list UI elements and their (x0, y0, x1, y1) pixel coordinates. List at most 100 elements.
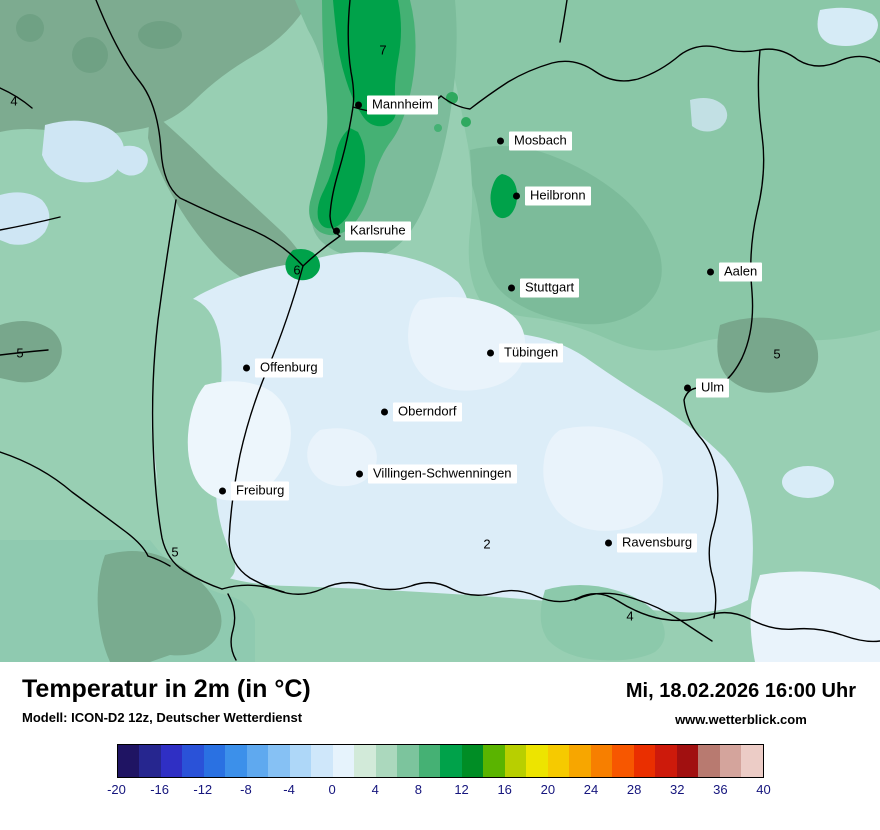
city-layer: Mannheim Mosbach Heilbronn Karlsruhe Aalen St… (219, 95, 763, 553)
city-marker: Aalen (707, 262, 763, 282)
colorbar-tick: 20 (540, 782, 556, 797)
colorbar-tick: 36 (713, 782, 728, 797)
colorbar-segment (612, 745, 634, 777)
city-label: Aalen (719, 262, 763, 282)
city-marker: Oberndorf (381, 402, 462, 422)
temperature-value-label: 5 (16, 345, 24, 361)
city-marker: Ravensburg (605, 533, 698, 553)
colorbar-tick: 0 (328, 782, 336, 797)
temperature-scale: -20 -16 -12 -8 -4 0 4 8 12 16 20 24 28 32 36 40 (107, 744, 771, 802)
colorbar-tick: -16 (150, 782, 170, 797)
colorbar-segment (698, 745, 720, 777)
colorbar-tick: -8 (240, 782, 252, 797)
page-title: Temperatur in 2m (in °C) (22, 675, 311, 703)
city-dot (381, 408, 388, 416)
model-info: Modell: ICON-D2 12z, Deutscher Wetterdie… (22, 710, 303, 725)
colorbar-segment (160, 745, 182, 777)
colorbar-segment (246, 745, 268, 777)
colorbar-segment (719, 745, 741, 777)
city-label: Freiburg (231, 481, 290, 501)
city-marker: Villingen-Schwenningen (356, 464, 517, 484)
city-label: Ulm (696, 378, 730, 398)
forecast-datetime: Mi, 18.02.2026 16:00 Uhr (625, 680, 856, 702)
colorbar-segment (397, 745, 419, 777)
colorbar-segment (590, 745, 612, 777)
footer: Temperatur in 2m (in °C) Modell: ICON-D2… (0, 662, 880, 830)
colorbar-segment (741, 745, 763, 777)
city-marker: Karlsruhe (333, 221, 411, 241)
colorbar-segments (116, 744, 764, 778)
weather-map: 7 4 6 5 5 5 2 4 Mannheim Mosbach Heilbronn Karlsru… (0, 0, 880, 662)
temperature-value-label: 4 (626, 608, 634, 624)
colorbar-tick: -20 (107, 782, 126, 797)
colorbar-segment (504, 745, 526, 777)
colorbar-segment (203, 745, 225, 777)
city-marker: Tübingen (487, 343, 564, 363)
city-label: Ravensburg (617, 533, 698, 553)
city-label: Heilbronn (525, 186, 591, 206)
city-dot (497, 137, 504, 145)
footer-left: Temperatur in 2m (in °C) Modell: ICON-D2… (22, 674, 311, 725)
city-dot (707, 268, 714, 276)
colorbar-segment (354, 745, 376, 777)
colorbar-tick: 28 (626, 782, 642, 797)
borders-layer (0, 0, 880, 661)
city-marker: Ulm (684, 378, 730, 398)
colorbar-segment (547, 745, 569, 777)
colorbar-tick-labels: -20 -16 -12 -8 -4 0 4 8 12 16 20 24 28 32 36 40 (107, 782, 771, 802)
colorbar-segment (375, 745, 397, 777)
colorbar-segment (526, 745, 548, 777)
city-dot (684, 384, 691, 392)
colorbar-tick: 32 (669, 782, 685, 797)
colorbar-segment (289, 745, 311, 777)
colorbar-segment (311, 745, 333, 777)
colorbar-segment (569, 745, 591, 777)
city-label: Villingen-Schwenningen (368, 464, 517, 484)
colorbar-tick: 16 (497, 782, 512, 797)
temperature-value-label: 7 (379, 42, 387, 58)
colorbar-segment (139, 745, 161, 777)
city-label: Stuttgart (520, 278, 580, 298)
terrain-layer (0, 0, 880, 662)
colorbar-segment (633, 745, 655, 777)
colorbar-segment (332, 745, 354, 777)
city-marker: Freiburg (219, 481, 290, 501)
temperature-value-label: 2 (483, 536, 491, 552)
colorbar-segment (117, 745, 139, 777)
colorbar-tick: 8 (414, 782, 423, 797)
colorbar-tick: -12 (193, 782, 213, 797)
city-dot (355, 101, 362, 109)
city-dot (356, 470, 363, 478)
colorbar-segment (676, 745, 698, 777)
colorbar-tick: 40 (756, 782, 771, 797)
city-label: Tübingen (499, 343, 564, 363)
footer-header: Temperatur in 2m (in °C) Modell: ICON-D2… (0, 662, 880, 727)
city-label: Mosbach (509, 131, 572, 151)
temperature-value-label: 5 (171, 544, 179, 560)
map-image (0, 0, 880, 662)
temperature-value-label: 4 (10, 93, 18, 109)
colorbar-segment (418, 745, 440, 777)
colorbar-segment (182, 745, 204, 777)
colorbar-segment (483, 745, 505, 777)
colorbar-tick: 4 (371, 782, 379, 797)
temp-number-layer: 7 4 6 5 5 5 2 4 (10, 42, 780, 624)
colorbar-segment (268, 745, 290, 777)
colorbar-segment (440, 745, 462, 777)
colorbar-segment (225, 745, 247, 777)
city-dot (513, 192, 520, 200)
footer-right: Mi, 18.02.2026 16:00 Uhr www.wetterblick… (626, 679, 856, 727)
city-marker: Offenburg (243, 358, 323, 378)
city-dot (219, 487, 226, 495)
city-label: Offenburg (255, 358, 323, 378)
city-marker: Heilbronn (513, 186, 591, 206)
city-marker: Mosbach (497, 131, 572, 151)
city-dot (333, 227, 340, 235)
colorbar-tick: 12 (454, 782, 469, 797)
city-label: Karlsruhe (345, 221, 411, 241)
website-url: www.wetterblick.com (675, 712, 807, 727)
city-label: Oberndorf (393, 402, 462, 422)
city-dot (605, 539, 612, 547)
colorbar-segment (655, 745, 677, 777)
